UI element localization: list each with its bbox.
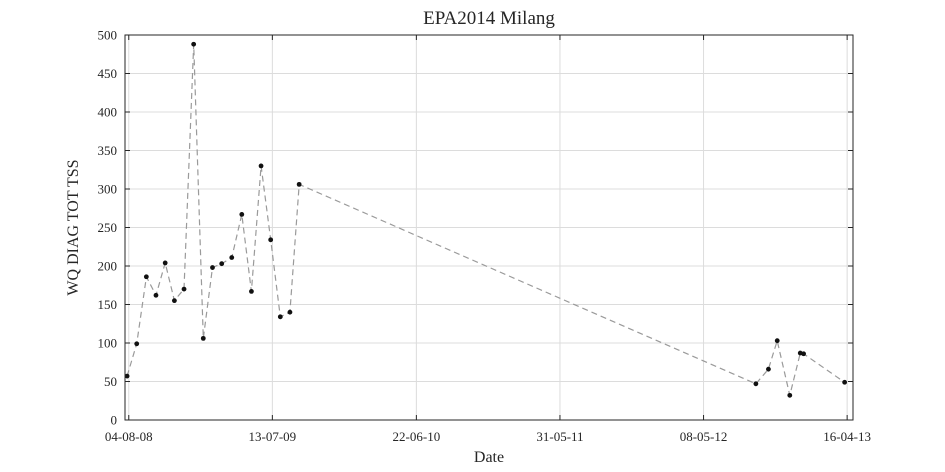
y-tick-label: 400 (98, 105, 118, 120)
data-point (229, 255, 235, 260)
y-axis-label: WQ DIAG TOT TSS (65, 159, 82, 295)
data-point (134, 341, 140, 347)
x-tick-label: 22-06-10 (393, 429, 441, 444)
y-tick-label: 300 (98, 182, 118, 197)
y-tick-label: 200 (98, 259, 118, 274)
data-point (171, 298, 177, 304)
data-point (153, 292, 159, 298)
data-point (268, 237, 274, 243)
series-line (126, 44, 845, 396)
data-point (181, 286, 187, 292)
x-axis-ticks: 04-08-08 13-07-09 22-06-10 31-05-11 08-05-12… (105, 35, 871, 444)
data-point (162, 260, 168, 266)
chart-title: EPA2014 Milang (423, 8, 555, 29)
x-tick-label: 16-04-13 (823, 429, 871, 444)
y-gridlines (125, 73, 853, 382)
y-tick-label: 450 (98, 66, 118, 81)
data-markers (124, 41, 848, 398)
x-axis-label: Date (474, 449, 504, 466)
data-point (766, 366, 771, 372)
y-tick-label: 0 (111, 413, 118, 428)
data-point (219, 261, 225, 267)
y-tick-label: 100 (98, 336, 118, 351)
y-tick-label: 500 (98, 28, 118, 43)
y-tick-label: 50 (104, 374, 117, 389)
data-point (287, 309, 293, 315)
x-tick-label: 13-07-09 (249, 429, 297, 444)
x-tick-label: 04-08-08 (105, 429, 153, 444)
data-point (239, 212, 245, 217)
data-point (200, 335, 206, 341)
data-point (277, 314, 283, 320)
y-tick-label: 350 (98, 143, 118, 158)
x-tick-label: 31-05-11 (536, 429, 583, 444)
data-point (210, 265, 215, 270)
data-point (753, 381, 759, 387)
y-axis-ticks: 0 50 100 150 200 250 300 350 400 450 500 (98, 28, 853, 428)
data-point (258, 163, 264, 169)
x-gridlines (128, 35, 848, 420)
x-tick-label: 08-05-12 (680, 429, 728, 444)
data-point (774, 338, 780, 344)
data-point (191, 41, 197, 47)
data-point (801, 351, 807, 357)
data-point (249, 289, 254, 294)
data-point (842, 379, 848, 385)
data-point (296, 181, 302, 187)
y-tick-label: 150 (98, 297, 118, 312)
data-point (787, 392, 793, 398)
y-tick-label: 250 (98, 220, 118, 235)
data-point (143, 274, 149, 280)
data-point (124, 373, 130, 379)
